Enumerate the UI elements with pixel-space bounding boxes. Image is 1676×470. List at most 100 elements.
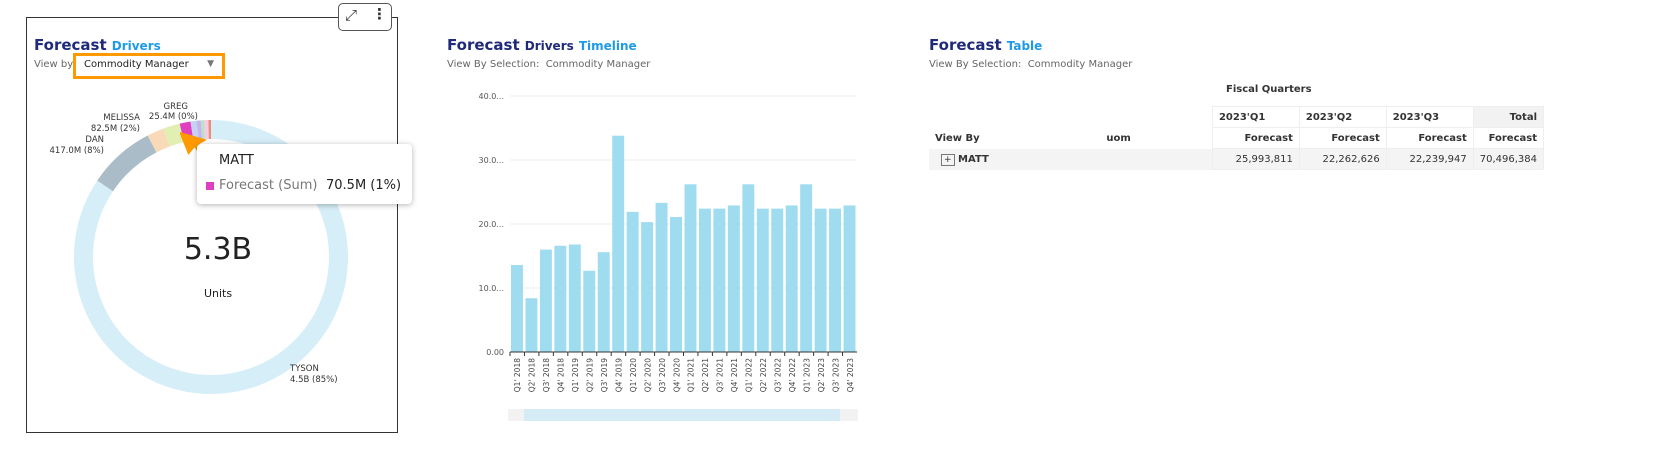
y-tick-label: 20.0... <box>479 220 504 229</box>
col-total[interactable]: Total <box>1472 106 1545 128</box>
donut-total: 5.3B <box>183 232 253 267</box>
donut-slice-segment-9[interactable] <box>208 120 211 140</box>
x-tick-label: Q2' 2023 <box>817 358 826 392</box>
cell: 22,239,947 <box>1385 148 1474 170</box>
timeline-title: Forecast Drivers Timeline <box>447 36 637 54</box>
table-row: + MATT 25,993,811 22,262,626 22,239,947 … <box>929 148 1545 170</box>
x-tick-label: Q2' 2020 <box>643 358 652 392</box>
col-uom[interactable]: uom <box>1106 132 1131 144</box>
bar[interactable] <box>511 264 523 352</box>
bar[interactable] <box>525 298 538 352</box>
label-melissa: MELISSA 82.5M (2%) <box>90 113 140 134</box>
x-tick-label: Q4' 2020 <box>672 358 681 392</box>
bar[interactable] <box>655 202 668 352</box>
x-tick-label: Q3' 2019 <box>600 358 609 392</box>
bar[interactable] <box>568 244 581 352</box>
view-by-value: Commodity Manager <box>84 59 189 70</box>
timeline-bar-chart: 0.00 10.0... 20.0... 30.0... 40.0... Q1' 2018… <box>479 92 857 392</box>
x-tick-label: Q4' 2021 <box>730 358 739 392</box>
tooltip: MATT Forecast (Sum) 70.5M (1%) <box>197 144 412 204</box>
y-tick-label: 0.00 <box>486 348 504 357</box>
donut-slice-greg[interactable] <box>204 120 209 140</box>
x-tick-label: Q2' 2021 <box>701 358 710 392</box>
col-view-by[interactable]: View By <box>935 132 980 144</box>
y-tick-label: 30.0... <box>479 156 504 165</box>
row-label[interactable]: + MATT <box>929 149 1100 170</box>
cell: 22,262,626 <box>1298 148 1387 170</box>
bar[interactable] <box>785 205 798 352</box>
x-tick-label: Q1' 2019 <box>571 358 580 392</box>
bar[interactable] <box>641 222 654 352</box>
donut-slice-segment-6[interactable] <box>196 120 203 140</box>
donut-slice-segment-7[interactable] <box>200 120 206 140</box>
x-tick-label: Q3' 2023 <box>831 358 840 392</box>
bar[interactable] <box>727 205 740 352</box>
chart-scrollbar[interactable] <box>508 409 858 421</box>
drivers-title: Forecast Drivers <box>34 36 161 54</box>
y-tick-label: 40.0... <box>479 92 504 101</box>
scrollbar-thumb[interactable] <box>524 409 840 421</box>
forecast-drivers-panel <box>26 17 398 433</box>
chevron-down-icon: ▼ <box>207 59 214 69</box>
measure-header: Forecast <box>1385 127 1474 149</box>
expand-plus-icon: + <box>941 153 955 166</box>
view-by-dropdown[interactable]: Commodity Manager ▼ <box>73 53 225 79</box>
x-tick-label: Q2' 2018 <box>528 358 537 392</box>
bar[interactable] <box>843 205 856 352</box>
bar[interactable] <box>698 208 711 352</box>
x-tick-label: Q4' 2022 <box>788 358 797 392</box>
x-tick-label: Q1' 2018 <box>513 358 522 392</box>
col-2023q3[interactable]: 2023'Q3 <box>1385 106 1474 128</box>
bar[interactable] <box>771 208 784 352</box>
bar[interactable] <box>670 216 682 352</box>
more-options-icon[interactable]: ⋮ <box>372 5 387 23</box>
bar[interactable] <box>742 184 755 352</box>
label-greg: GREG <box>163 102 188 112</box>
donut-slice-dan[interactable] <box>97 135 157 192</box>
bar[interactable] <box>612 135 625 352</box>
bar[interactable] <box>814 208 827 352</box>
x-tick-label: Q1' 2020 <box>629 358 638 392</box>
x-tick-label: Q4' 2019 <box>614 358 623 392</box>
x-tick-label: Q3' 2020 <box>658 358 667 392</box>
x-tick-label: Q3' 2022 <box>773 358 782 392</box>
x-tick-label: Q4' 2023 <box>846 358 855 392</box>
cell: 70,496,384 <box>1472 148 1545 170</box>
col-2023q1[interactable]: 2023'Q1 <box>1211 106 1300 128</box>
forecast-table: 2023'Q1 2023'Q2 2023'Q3 Total View By uom… <box>929 106 1545 170</box>
bar[interactable] <box>554 245 567 352</box>
expand-icon[interactable]: ⤢ <box>345 6 358 24</box>
bar[interactable] <box>539 249 552 352</box>
donut-chart <box>74 120 349 395</box>
bar[interactable] <box>829 208 842 352</box>
panel-toolbar: ⤢ ⋮ <box>338 3 392 31</box>
x-tick-label: Q1' 2022 <box>745 358 754 392</box>
label-dan: DAN 417.0M (8%) <box>49 135 105 156</box>
label-tyson: TYSON 4.5B (85%) <box>290 364 338 385</box>
col-2023q2[interactable]: 2023'Q2 <box>1298 106 1387 128</box>
donut-slice-segment-2[interactable] <box>147 128 170 153</box>
measure-header: Forecast <box>1472 127 1545 149</box>
donut-slice-segment-5[interactable] <box>190 120 199 141</box>
y-tick-label: 10.0... <box>479 284 504 293</box>
x-tick-label: Q2' 2022 <box>759 358 768 392</box>
bar[interactable] <box>756 208 769 352</box>
bar[interactable] <box>583 270 596 352</box>
measure-header: Forecast <box>1211 127 1300 149</box>
donut-slice-melissa[interactable] <box>163 123 184 147</box>
x-tick-label: Q3' 2018 <box>542 358 551 392</box>
bar[interactable] <box>800 184 813 352</box>
view-by-label: View by <box>34 59 74 70</box>
bar[interactable] <box>684 184 697 352</box>
x-tick-label: Q1' 2023 <box>802 358 811 392</box>
bar[interactable] <box>597 252 610 352</box>
x-tick-label: Q2' 2019 <box>586 358 595 392</box>
table-selection: View By Selection: Commodity Manager <box>929 59 1133 70</box>
bar[interactable] <box>626 211 639 352</box>
x-tick-label: Q4' 2018 <box>557 358 566 392</box>
measure-header: Forecast <box>1298 127 1387 149</box>
x-tick-label: Q1' 2021 <box>687 358 696 392</box>
fiscal-quarters-header: Fiscal Quarters <box>1226 84 1312 95</box>
bar[interactable] <box>713 208 726 352</box>
table-title: Forecast Table <box>929 36 1043 54</box>
